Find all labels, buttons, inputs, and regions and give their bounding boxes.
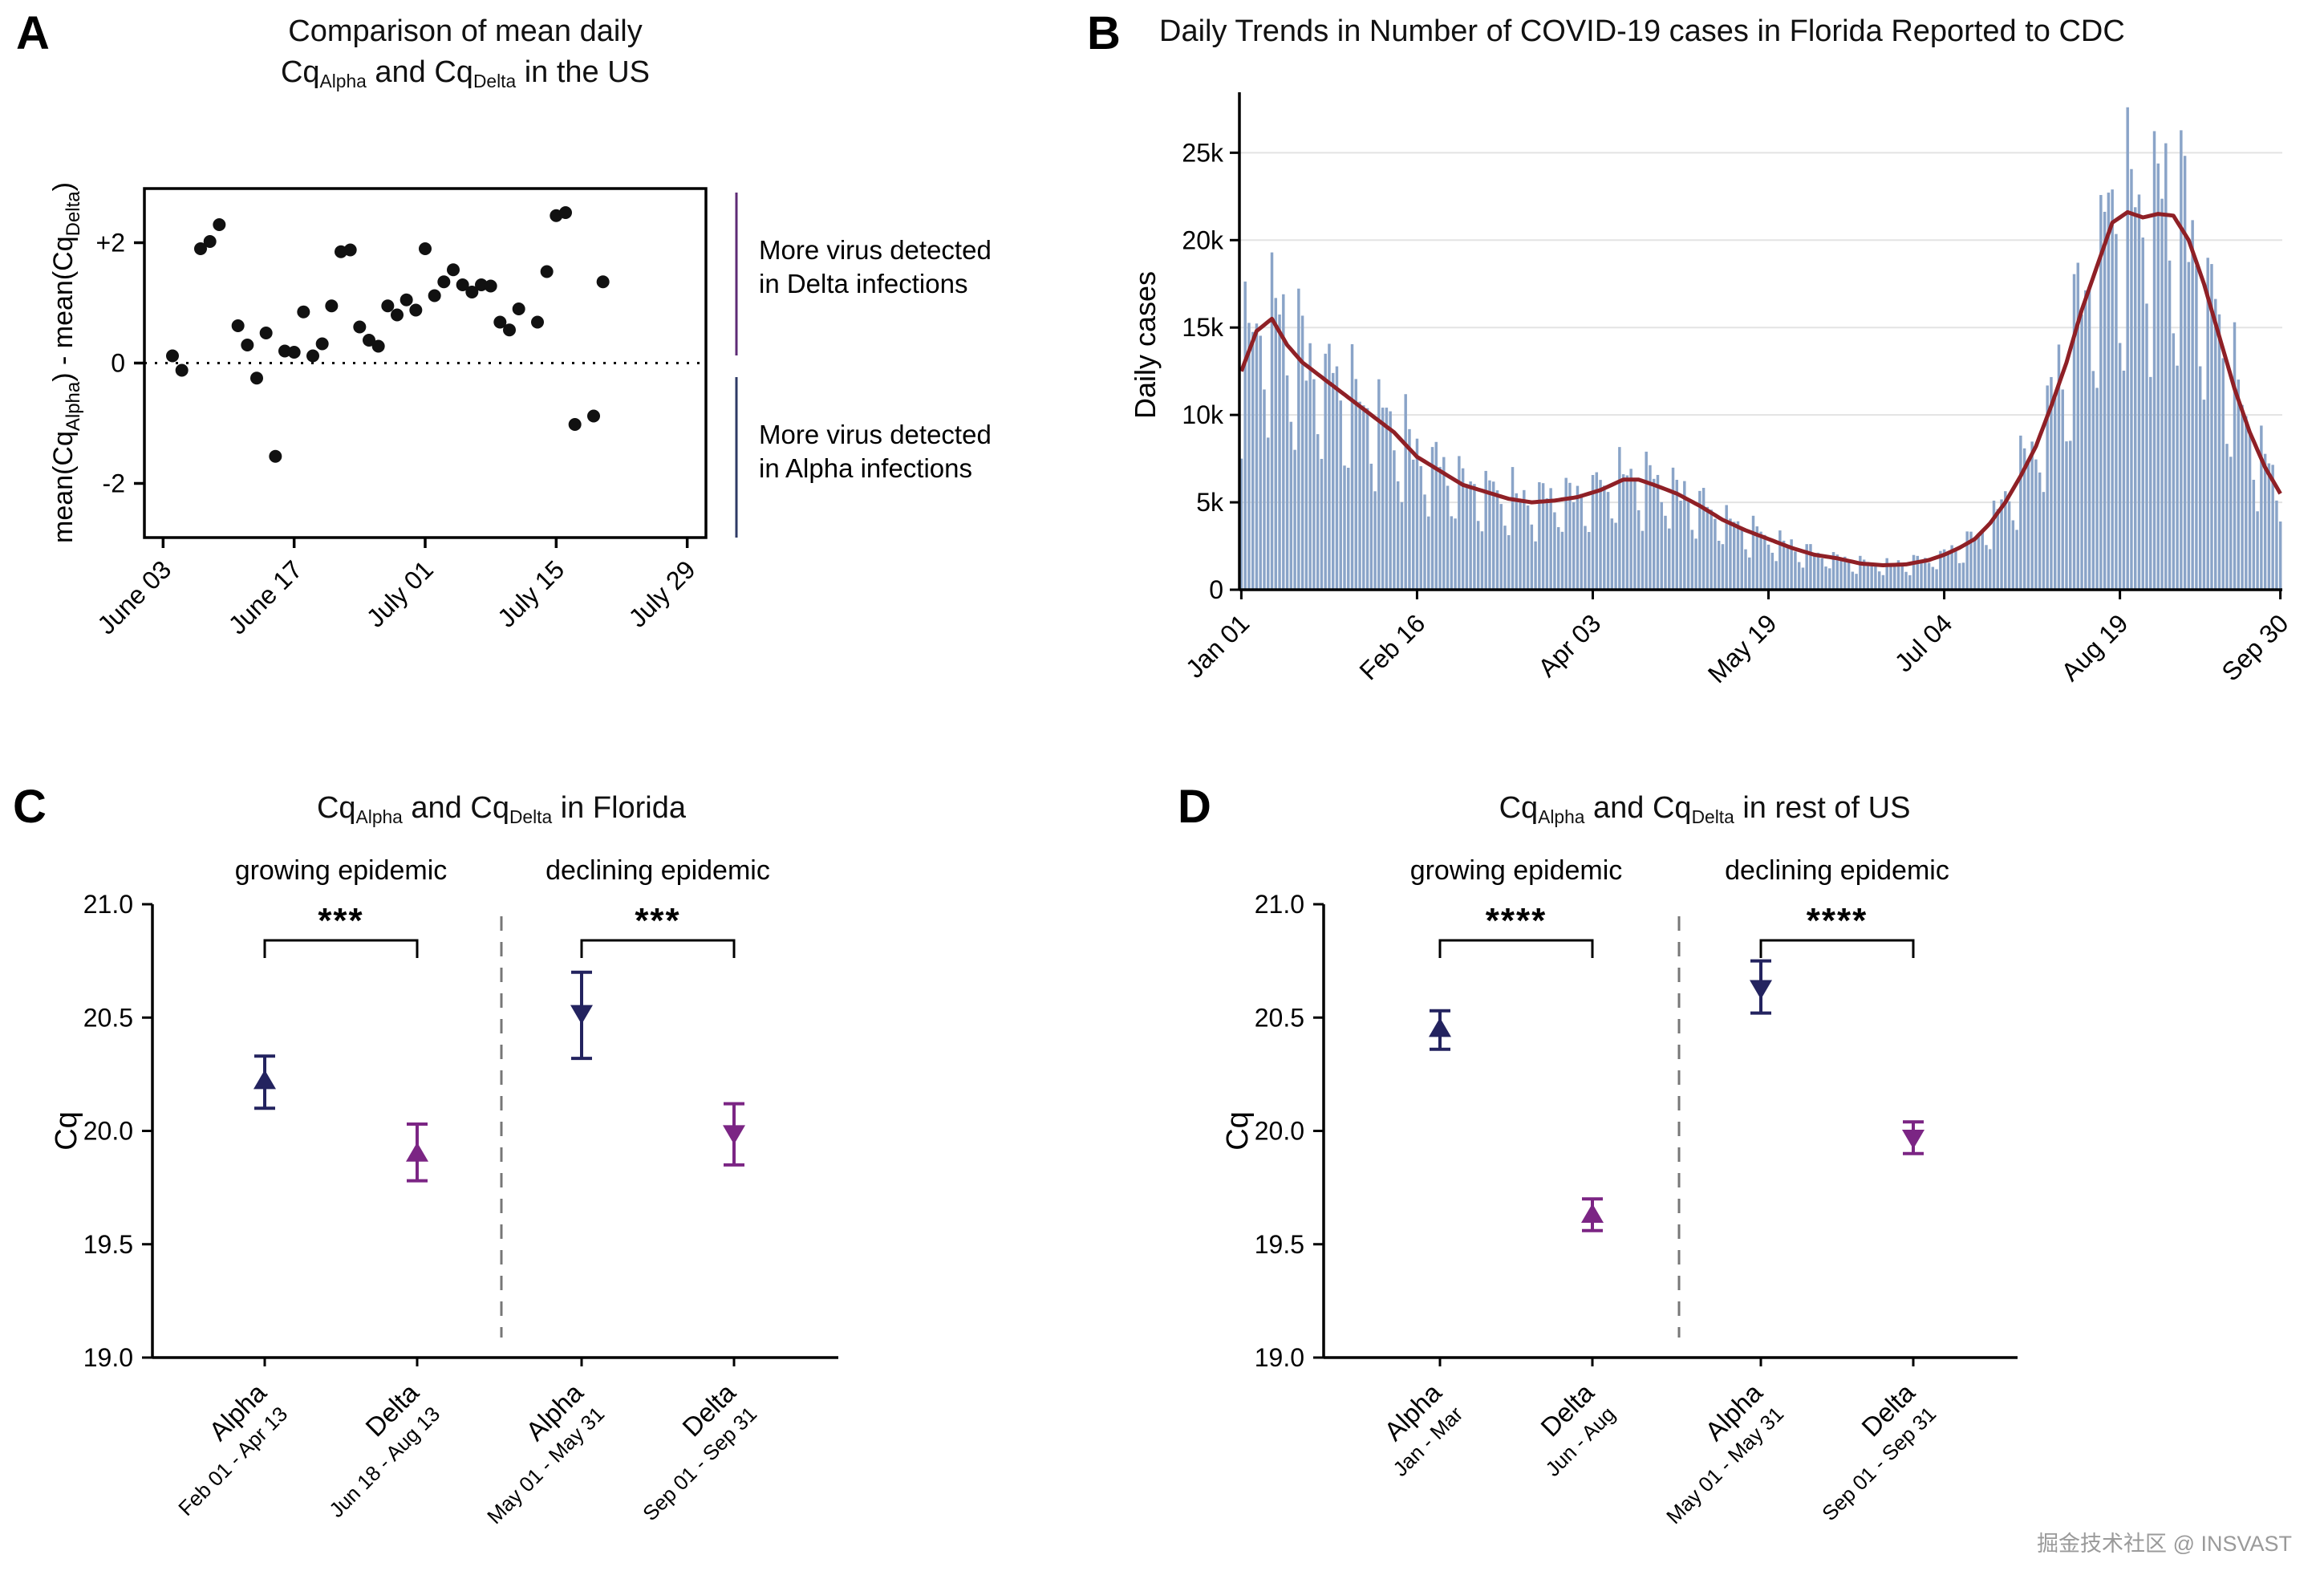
svg-text:July 15: July 15: [492, 554, 570, 632]
trend-line: [1239, 209, 2282, 567]
panel-b-chart: 0 5k 10k 15k 20k 25k Jan 01 Feb 16 Apr 03 May 19 J…: [1129, 92, 2294, 688]
svg-text:21.0: 21.0: [83, 890, 133, 919]
panel-a-label: A: [16, 7, 50, 59]
svg-text:19.5: 19.5: [1255, 1230, 1304, 1259]
svg-text:declining epidemic: declining epidemic: [1725, 855, 1949, 886]
svg-text:20.5: 20.5: [83, 1003, 133, 1032]
mean-marker: [1429, 1017, 1451, 1037]
svg-text:May 19: May 19: [1702, 608, 1783, 688]
mean-marker: [723, 1125, 745, 1145]
mean-marker: [1581, 1204, 1604, 1224]
watermark: 掘金技术社区 @ INSVAST: [2037, 1532, 2292, 1556]
svg-text:15k: 15k: [1182, 313, 1224, 342]
mean-marker: [570, 1005, 593, 1025]
panel-b-title: Daily Trends in Number of COVID-19 cases…: [1159, 14, 2125, 48]
panel-d-label: D: [1178, 781, 1211, 833]
svg-text:19.0: 19.0: [1255, 1343, 1304, 1372]
scatter-points: [166, 206, 610, 463]
svg-text:***: ***: [635, 901, 680, 940]
panel-a-title-line2: CqAlpha and CqDelta in the US: [280, 55, 651, 92]
svg-text:Feb 16: Feb 16: [1353, 608, 1430, 685]
panel-b-ylabel: Daily cases: [1129, 271, 1162, 419]
svg-text:****: ****: [1807, 901, 1868, 940]
panel-a-ylabel: mean(CqAlpha) - mean(CqDelta): [48, 182, 84, 543]
cq-ylabel: Cq: [1221, 1111, 1255, 1151]
panel-c-label: C: [13, 781, 47, 833]
cq-ylabel: Cq: [50, 1111, 83, 1151]
panel-d-chart: 21.0 20.5 20.0 19.5 19.0 Cq growing epidemic de…: [1221, 855, 2018, 1528]
svg-text:in Alpha infections: in Alpha infections: [759, 453, 972, 483]
svg-text:July 01: July 01: [361, 554, 439, 632]
panel-b-plot: 0 5k 10k 15k 20k 25k Jan 01 Feb 16 Apr 03 May 19 J…: [1129, 92, 2294, 688]
svg-text:June 03: June 03: [91, 554, 176, 639]
svg-text:-2: -2: [103, 469, 125, 498]
daily-case-bars: [1239, 107, 2282, 591]
mean-marker: [1750, 980, 1772, 1000]
svg-text:20k: 20k: [1182, 225, 1224, 254]
svg-text:19.0: 19.0: [83, 1343, 133, 1372]
svg-text:0: 0: [1209, 575, 1223, 604]
svg-text:Jan 01: Jan 01: [1180, 608, 1255, 683]
svg-text:25k: 25k: [1182, 138, 1224, 167]
svg-text:Sep 30: Sep 30: [2216, 608, 2294, 686]
panel-c-chart: 21.0 20.5 20.0 19.5 19.0 Cq growing epidemic de…: [50, 855, 838, 1528]
mean-marker: [253, 1070, 276, 1090]
svg-text:19.5: 19.5: [83, 1230, 133, 1259]
svg-text:growing epidemic: growing epidemic: [1410, 855, 1623, 886]
svg-text:20.0: 20.0: [1255, 1117, 1304, 1146]
svg-text:+2: +2: [96, 229, 125, 258]
svg-text:10k: 10k: [1182, 400, 1224, 429]
svg-text:growing epidemic: growing epidemic: [235, 855, 448, 886]
svg-text:***: ***: [318, 901, 363, 940]
panel-a-chart: mean(CqAlpha) - mean(CqDelta) +2 0 -2 June …: [48, 182, 992, 639]
mean-marker: [406, 1142, 428, 1162]
panel-c-title: CqAlpha and CqDelta in Florida: [316, 791, 687, 827]
mean-marker: [1902, 1129, 1924, 1149]
svg-text:5k: 5k: [1196, 488, 1224, 517]
panel-d-plot: 21.0 20.5 20.0 19.5 19.0 Cq growing epidemic de…: [1221, 855, 2018, 1528]
panel-d-title: CqAlpha and CqDelta in rest of US: [1499, 791, 1911, 827]
svg-text:declining epidemic: declining epidemic: [546, 855, 770, 886]
svg-text:21.0: 21.0: [1255, 890, 1304, 919]
svg-text:20.0: 20.0: [83, 1117, 133, 1146]
svg-text:0: 0: [111, 349, 125, 378]
svg-text:****: ****: [1486, 901, 1547, 940]
svg-text:More virus detected: More virus detected: [759, 235, 992, 265]
panel-b-label: B: [1087, 7, 1121, 59]
panel-a-plot: +2 0 -2 June 03 June 17 July 01 July 15 July 29…: [91, 187, 992, 639]
svg-text:Aug 19: Aug 19: [2055, 608, 2133, 686]
svg-text:Jul 04: Jul 04: [1889, 608, 1958, 677]
svg-text:June 17: June 17: [223, 554, 308, 639]
panel-a-title: Comparison of mean daily CqAlpha and CqD…: [185, 11, 746, 94]
svg-text:July 29: July 29: [623, 554, 700, 632]
panel-c-plot: 21.0 20.5 20.0 19.5 19.0 Cq growing epidemic de…: [50, 855, 838, 1528]
svg-text:20.5: 20.5: [1255, 1003, 1304, 1032]
svg-text:in Delta infections: in Delta infections: [759, 269, 967, 298]
panel-a-title-line1: Comparison of mean daily: [288, 14, 643, 48]
svg-text:More virus detected: More virus detected: [759, 420, 992, 449]
svg-text:Apr 03: Apr 03: [1532, 608, 1606, 682]
